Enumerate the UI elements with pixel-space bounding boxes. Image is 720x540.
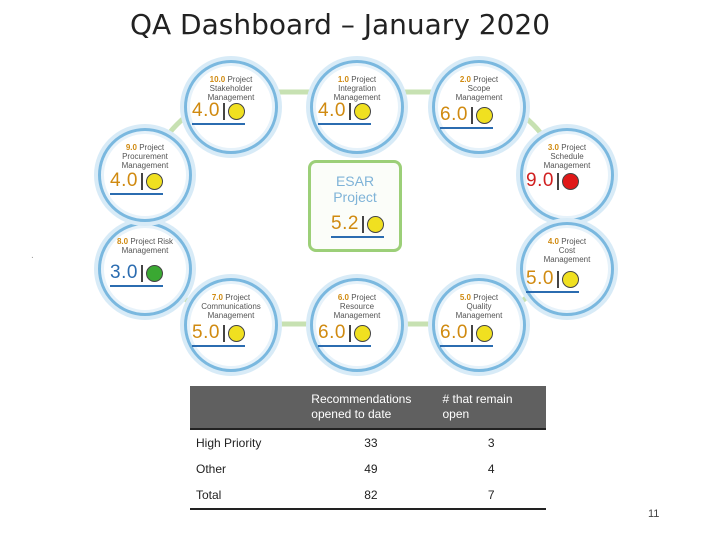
score-value: 3.0	[110, 262, 138, 283]
score-underline	[440, 127, 493, 129]
score-divider	[361, 215, 364, 233]
node-label: 8.0 Project Risk Management	[116, 237, 174, 255]
table-header-remain-open: # that remain open	[436, 386, 546, 429]
status-dot-yellow-icon	[227, 324, 245, 342]
score-divider	[348, 324, 351, 342]
score-underline	[440, 345, 493, 347]
node-quality-management: 5.0 Project Quality Management	[432, 278, 526, 372]
node-label: 9.0 Project Procurement Management	[121, 143, 169, 170]
score-value: 6.0	[440, 322, 468, 343]
score-value: 9.0	[526, 170, 554, 191]
row-label: Other	[196, 462, 227, 476]
row-open: 4	[487, 462, 495, 476]
score-scope-management: 6.0	[440, 104, 493, 129]
score-underline	[318, 345, 371, 347]
score-underline	[526, 291, 579, 293]
score-underline	[331, 236, 384, 238]
status-dot-red-icon	[561, 172, 579, 190]
status-dot-yellow-icon	[561, 270, 579, 288]
node-label: 4.0 Project Cost Management	[543, 237, 591, 264]
score-divider	[556, 172, 559, 190]
node-label: 3.0 Project Schedule Management	[543, 143, 591, 170]
score-value: 6.0	[318, 322, 346, 343]
score-stakeholder-management: 4.0	[192, 100, 245, 125]
node-procurement-management: 9.0 Project Procurement Management	[98, 128, 192, 222]
node-label: 2.0 Project Scope Management	[455, 75, 503, 102]
score-divider	[140, 264, 143, 282]
node-risk-management: 8.0 Project Risk Management	[98, 222, 192, 316]
center-project-box: ESAR Project 5.2	[308, 160, 402, 252]
status-dot-green-icon	[145, 264, 163, 282]
score-value: 5.2	[331, 213, 359, 234]
table-row: Other 49 4	[190, 456, 546, 482]
status-dot-yellow-icon	[145, 172, 163, 190]
node-label: 6.0 Project Resource Management	[333, 293, 381, 320]
score-risk-management: 3.0	[110, 262, 163, 287]
score-underline	[192, 123, 245, 125]
row-opened: 82	[305, 482, 437, 510]
page-title: QA Dashboard – January 2020	[129, 8, 551, 41]
score-underline	[318, 123, 371, 125]
node-label: 7.0 Project Communications Management	[201, 293, 261, 320]
row-opened: 33	[364, 436, 378, 450]
score-underline	[110, 193, 163, 195]
recommendations-table: Recommendations opened to date # that re…	[190, 386, 546, 510]
table-row: High Priority 33 3	[190, 429, 546, 456]
status-dot-yellow-icon	[353, 102, 371, 120]
page-number: 11	[648, 508, 660, 520]
node-communications-management: 7.0 Project Communications Management	[184, 278, 278, 372]
status-dot-yellow-icon	[366, 215, 384, 233]
score-divider	[348, 102, 351, 120]
score-divider	[140, 172, 143, 190]
score-value: 4.0	[318, 100, 346, 121]
node-resource-management: 6.0 Project Resource Management	[310, 278, 404, 372]
row-label: High Priority	[196, 436, 262, 450]
node-scope-management: 2.0 Project Scope Management	[432, 60, 526, 154]
row-opened: 49	[364, 462, 378, 476]
center-label: ESAR Project	[333, 173, 377, 205]
score-underline	[110, 285, 163, 287]
node-label: 5.0 Project Quality Management	[455, 293, 503, 320]
table-header-opened: Recommendations opened to date	[305, 386, 437, 429]
score-schedule-management: 9.0	[526, 170, 579, 192]
score-value: 5.0	[192, 322, 220, 343]
score-integration-management: 4.0	[318, 100, 371, 125]
score-value: 5.0	[526, 268, 554, 289]
score-resource-management: 6.0	[318, 322, 371, 347]
score-cost-management: 5.0	[526, 268, 579, 293]
status-dot-yellow-icon	[227, 102, 245, 120]
row-open: 3	[487, 436, 495, 450]
score-quality-management: 6.0	[440, 322, 493, 347]
node-label: 1.0 Project Integration Management	[333, 75, 381, 102]
status-dot-yellow-icon	[475, 324, 493, 342]
score-divider	[556, 270, 559, 288]
score-value: 4.0	[192, 100, 220, 121]
node-cost-management: 4.0 Project Cost Management	[520, 222, 614, 316]
score-communications-management: 5.0	[192, 322, 245, 347]
row-open: 7	[436, 482, 546, 510]
score-procurement-management: 4.0	[110, 170, 163, 195]
score-divider	[470, 324, 473, 342]
score-divider	[222, 102, 225, 120]
stray-mark: .	[31, 250, 34, 261]
table-row: Total 82 7	[190, 482, 546, 510]
table-header-row: Recommendations opened to date # that re…	[190, 386, 546, 429]
status-dot-yellow-icon	[353, 324, 371, 342]
score-value: 4.0	[110, 170, 138, 191]
status-dot-yellow-icon	[475, 106, 493, 124]
score-center-project: 5.2	[331, 213, 384, 238]
score-value: 6.0	[440, 104, 468, 125]
row-label: Total	[190, 482, 306, 510]
table-header-blank	[190, 386, 306, 429]
score-divider	[222, 324, 225, 342]
score-divider	[470, 106, 473, 124]
score-underline	[192, 345, 245, 347]
node-label: 10.0 Project Stakeholder Management	[207, 75, 255, 102]
